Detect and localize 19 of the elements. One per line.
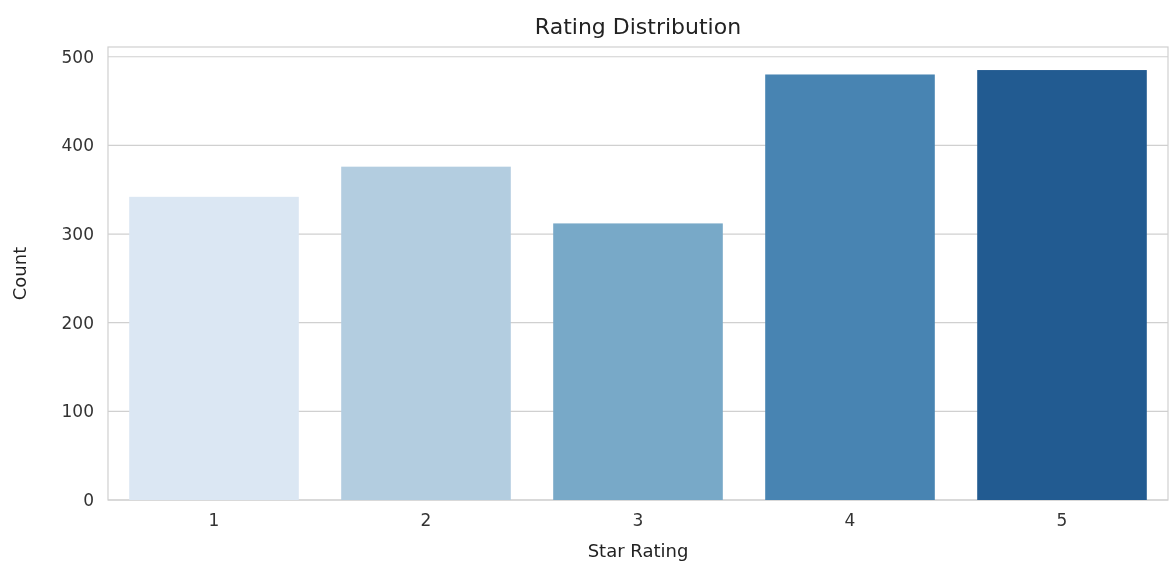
bar (129, 196, 299, 500)
x-tick-label: 5 (1056, 510, 1068, 530)
y-tick-label: 200 (61, 312, 94, 333)
x-tick-label: 2 (420, 510, 432, 530)
x-axis-title: Star Rating (587, 540, 689, 561)
y-axis-title: Count (9, 246, 30, 301)
bar (765, 74, 935, 500)
bar (341, 166, 511, 500)
y-tick-label: 500 (61, 46, 94, 67)
chart-title: Rating Distribution (534, 14, 742, 39)
y-tick-label: 400 (61, 135, 94, 156)
x-tick-label: 1 (208, 510, 220, 530)
bar (553, 223, 723, 500)
y-tick-label: 100 (61, 401, 94, 422)
bar (977, 70, 1147, 500)
y-tick-label: 0 (83, 489, 94, 510)
x-tick-label: 3 (632, 510, 644, 530)
y-tick-label: 300 (61, 224, 94, 244)
x-tick-label: 4 (844, 510, 856, 530)
